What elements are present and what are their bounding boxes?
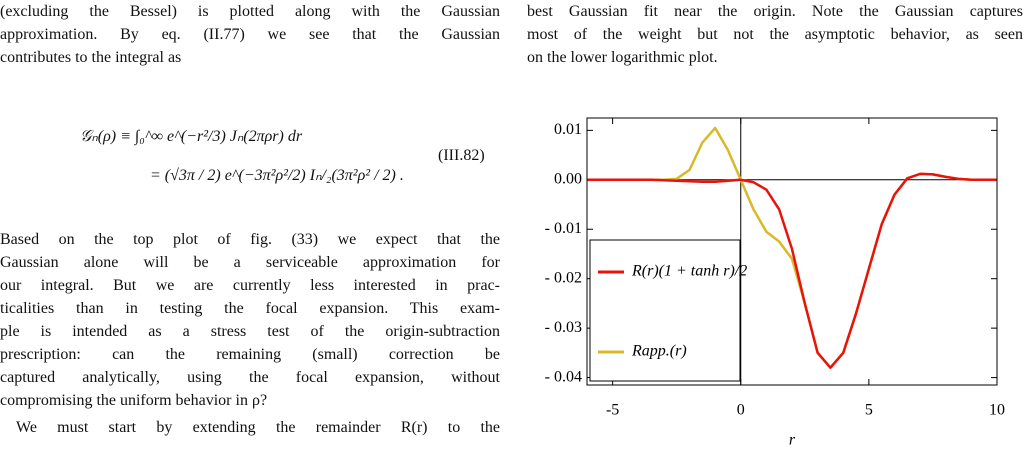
- series-line: [587, 172, 997, 369]
- text-line: prescription: can the remaining (small) …: [0, 346, 500, 363]
- y-tick-label: - 0.02: [545, 269, 582, 286]
- legend-box: [589, 239, 741, 382]
- x-tick-label: 0: [737, 402, 745, 419]
- text-line: contributes to the integral as: [0, 49, 182, 66]
- y-tick-label: 0.01: [554, 121, 582, 138]
- text-line: approximation. By eq. (II.77) we see tha…: [0, 26, 500, 43]
- plot-frame: [586, 117, 998, 386]
- text-line: our integral. But we are currently less …: [0, 277, 500, 294]
- x-axis-label: r: [789, 432, 796, 449]
- text-line: Gaussian alone will be a serviceable app…: [0, 254, 500, 271]
- text-line: ple is intended as a stress test of the …: [0, 323, 500, 340]
- equation-line: 𝒢ₙ(ρ) ≡ ∫₀^∞ e^(−r²/3) Jₙ(2πρr) dr: [80, 128, 303, 145]
- caption-line: most of the weight but not the asymptoti…: [527, 26, 1023, 43]
- x-tick-label: 5: [865, 402, 873, 419]
- y-tick-label: - 0.03: [545, 319, 582, 336]
- y-tick-label: - 0.04: [545, 368, 582, 385]
- y-tick-label: - 0.01: [545, 220, 582, 237]
- y-tick-label: 0.00: [554, 170, 582, 187]
- x-tick-label: -5: [606, 402, 619, 419]
- text-line: (excluding the Bessel) is plotted along …: [0, 3, 500, 20]
- legend-label: R(r)(1 + tanh r)/2: [631, 263, 747, 280]
- caption-line: on the lower logarithmic plot.: [527, 49, 718, 66]
- text-line: compromising the uniform behavior in ρ?: [0, 392, 268, 409]
- equation-line: = (√3π / 2) e^(−3π²ρ²/2) Iₙ/₂(3π²ρ² / 2)…: [150, 167, 404, 184]
- legend-label: Rapp.(r): [631, 343, 687, 360]
- caption-line: best Gaussian fit near the origin. Note …: [527, 3, 1023, 20]
- x-tick-label: 10: [989, 402, 1005, 419]
- equation-number: (III.82): [438, 147, 485, 164]
- text-line: We must start by extending the remainder…: [16, 419, 500, 436]
- text-line: Based on the top plot of fig. (33) we ex…: [0, 231, 500, 248]
- text-line: ticalities than in testing the focal exp…: [0, 300, 500, 317]
- text-line: captured analytically, using the focal e…: [0, 369, 500, 386]
